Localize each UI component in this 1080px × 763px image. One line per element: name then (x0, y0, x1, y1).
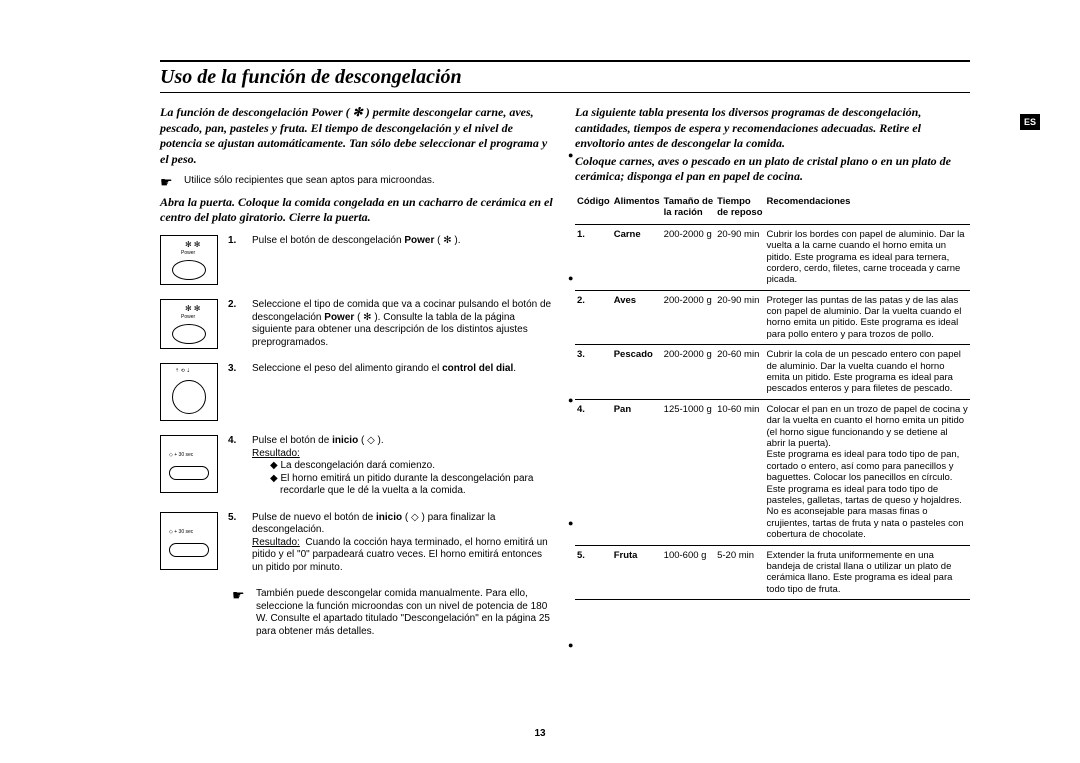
step-number: 4. (228, 435, 242, 448)
result-label: Resultado: (252, 537, 300, 548)
th-code: Código (575, 193, 612, 224)
binding-dots: ●●●●● (568, 150, 573, 650)
cell-food: Pan (612, 399, 662, 545)
table-row: 3.Pescado200-2000 g20-60 minCubrir la co… (575, 345, 970, 400)
table-row: 5.Fruta100-600 g5-20 minExtender la frut… (575, 545, 970, 600)
cell-time: 20-90 min (715, 224, 764, 290)
step-row: ✻✻Power1.Pulse el botón de descongelació… (160, 235, 555, 285)
result-label: Resultado: (252, 448, 300, 459)
table-body: 1.Carne200-2000 g20-90 minCubrir los bor… (575, 224, 970, 599)
page-title: Uso de la función de descongelación (160, 66, 970, 93)
step-row: ◇ + 30 sec5.Pulse de nuevo el botón de i… (160, 512, 555, 575)
cell-time: 20-90 min (715, 290, 764, 345)
right-lead-2: Coloque carnes, aves o pescado en un pla… (575, 154, 970, 185)
cell-code: 2. (575, 290, 612, 345)
cell-rec: Cubrir la cola de un pescado entero con … (765, 345, 970, 400)
th-rec: Recomendaciones (765, 193, 970, 224)
cell-portion: 200-2000 g (662, 345, 715, 400)
table-header-row: Código Alimentos Tamaño de la ración Tie… (575, 193, 970, 224)
cell-rec: Colocar el pan en un trozo de papel de c… (765, 399, 970, 545)
table-row: 4.Pan125-1000 g10-60 minColocar el pan e… (575, 399, 970, 545)
cell-code: 1. (575, 224, 612, 290)
table-row: 2.Aves200-2000 g20-90 minProteger las pu… (575, 290, 970, 345)
page: Uso de la función de descongelación La f… (0, 0, 1080, 644)
step-row: ◇ + 30 sec4.Pulse el botón de inicio ( ◇… (160, 435, 555, 498)
step-body: Seleccione el peso del alimento girando … (252, 363, 555, 376)
cell-time: 10-60 min (715, 399, 764, 545)
manual-defrost-text: También puede descongelar comida manualm… (256, 588, 555, 638)
tip-text: Utilice sólo recipientes que sean aptos … (184, 175, 435, 188)
steps-list: ✻✻Power1.Pulse el botón de descongelació… (160, 235, 555, 574)
open-door-text: Abra la puerta. Coloque la comida congel… (160, 195, 555, 225)
step-number: 1. (228, 235, 242, 248)
cell-portion: 200-2000 g (662, 224, 715, 290)
step-body: Seleccione el tipo de comida que va a co… (252, 299, 555, 349)
cell-food: Aves (612, 290, 662, 345)
language-tab: ES (1020, 114, 1040, 130)
cell-rec: Extender la fruta uniformemente en una b… (765, 545, 970, 600)
step-number: 2. (228, 299, 242, 312)
cell-food: Carne (612, 224, 662, 290)
cell-rec: Cubrir los bordes con papel de aluminio.… (765, 224, 970, 290)
th-food: Alimentos (612, 193, 662, 224)
page-number: 13 (0, 728, 1080, 739)
cell-portion: 125-1000 g (662, 399, 715, 545)
left-column: La función de descongelación Power ( ✻ )… (160, 105, 555, 644)
step-body: Pulse el botón de descongelación Power (… (252, 235, 555, 248)
cell-code: 3. (575, 345, 612, 400)
th-time: Tiempo de reposo (715, 193, 764, 224)
cell-time: 5-20 min (715, 545, 764, 600)
result-items: ◆ La descongelación dará comienzo.◆ El h… (252, 460, 555, 498)
step-row: ✻✻Power2.Seleccione el tipo de comida qu… (160, 299, 555, 349)
cell-time: 20-60 min (715, 345, 764, 400)
step-body: Pulse el botón de inicio ( ◇ ).Resultado… (252, 435, 555, 498)
cell-portion: 100-600 g (662, 545, 715, 600)
step-row: ⇡ ⟲ ⇣3.Seleccione el peso del alimento g… (160, 363, 555, 421)
tip-pointer-icon: ☛ (160, 175, 170, 189)
table-row: 1.Carne200-2000 g20-90 minCubrir los bor… (575, 224, 970, 290)
top-rule (160, 60, 970, 62)
cell-rec: Proteger las puntas de las patas y de la… (765, 290, 970, 345)
step-number: 5. (228, 512, 242, 525)
cell-food: Pescado (612, 345, 662, 400)
step-number: 3. (228, 363, 242, 376)
th-portion: Tamaño de la ración (662, 193, 715, 224)
right-lead-1: La siguiente tabla presenta los diversos… (575, 105, 970, 152)
cell-code: 4. (575, 399, 612, 545)
defrost-table: Código Alimentos Tamaño de la ración Tie… (575, 193, 970, 600)
manual-pointer-icon: ☛ (232, 588, 242, 602)
cell-food: Fruta (612, 545, 662, 600)
step-body: Pulse de nuevo el botón de inicio ( ◇ ) … (252, 512, 555, 575)
left-lead: La función de descongelación Power ( ✻ )… (160, 105, 555, 167)
right-column: La siguiente tabla presenta los diversos… (575, 105, 970, 644)
cell-portion: 200-2000 g (662, 290, 715, 345)
cell-code: 5. (575, 545, 612, 600)
